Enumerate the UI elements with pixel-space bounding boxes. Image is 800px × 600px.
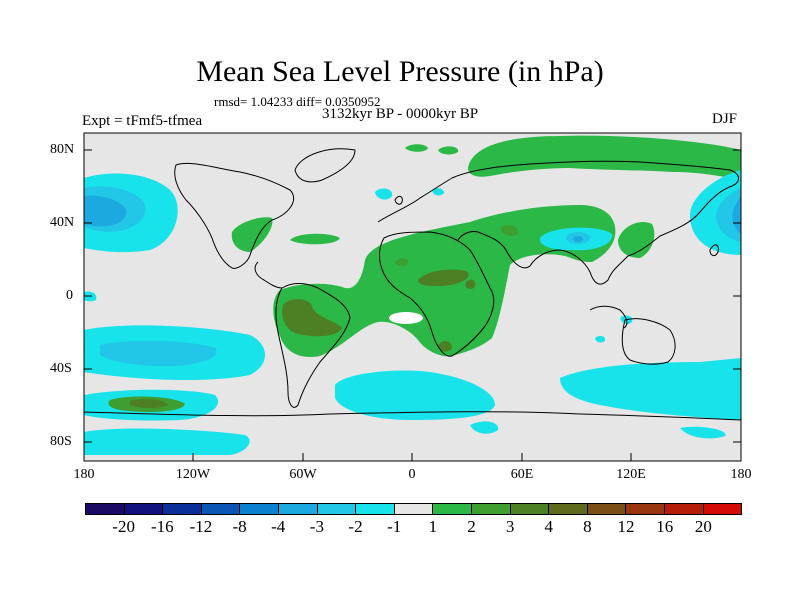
colorbar-tick-label: 16 [656,517,674,536]
colorbar-tick-label: -2 [348,517,363,536]
colorbar-tick-label: -16 [150,517,174,536]
season-label: DJF [712,111,738,127]
lon-label: 180 [730,467,752,482]
coastlines [84,148,741,421]
colorbar-tick-label: -8 [232,517,247,536]
colorbar-tick-label: 12 [617,517,635,536]
lat-label: 40S [50,361,72,376]
lat-label: 80N [50,142,75,157]
colorbar-box [201,504,241,514]
colorbar-box [626,504,665,514]
lon-label: 60W [289,467,317,482]
rmsd-diff-stats: rmsd= 1.04233 diff= 0.0350952 [214,94,381,109]
colorbar-box [356,504,395,514]
neutral-pocket [389,312,423,324]
axis-ticks [83,149,742,461]
colorbar-box [317,504,357,514]
colorbar-box [124,504,164,514]
lon-label: 180 [73,467,95,482]
strong-positive-regions [282,230,586,352]
colorbar-box [664,504,704,514]
lon-label: 0 [408,467,416,482]
colorbar-tick-label: -1 [387,517,402,536]
colorbar-tick-label: 3 [505,517,515,536]
lon-label: 120W [175,467,211,482]
colorbar-tick-label: 2 [467,517,476,536]
colorbar-box [703,504,742,514]
colorbar-box [510,504,550,514]
colorbar-tick-label: -3 [309,517,324,536]
lon-label: 120E [616,467,646,482]
colorbar-box [278,504,318,514]
chart-title: Mean Sea Level Pressure (in hPa) [196,55,604,88]
experiment-label: Expt = tFmf5-tfmea [82,113,203,129]
colorbar-tick-label: 8 [583,517,592,536]
colorbar-tick-label: -12 [189,517,213,536]
colorbar-tick-label: 1 [428,517,438,536]
colorbar-box [433,504,472,514]
colorbar-box [240,504,279,514]
lon-label: 60E [510,467,534,482]
colorbar-tick-label: -20 [112,517,135,536]
colorbar-tick-label: -4 [271,517,286,536]
lat-label: 40N [50,215,75,230]
colorbar-box [471,504,511,514]
colorbar [85,503,742,515]
colorbar-box [163,504,202,514]
colorbar-box [86,504,125,514]
colorbar-box [394,504,434,514]
lat-label: 80S [50,434,72,449]
lat-label: 0 [66,288,73,303]
colorbar-box [587,504,627,514]
colorbar-tick-label: 4 [544,517,554,536]
colorbar-box [549,504,588,514]
colorbar-tick-label: 20 [694,517,712,536]
time-period: 3132kyr BP - 0000kyr BP [322,106,479,122]
